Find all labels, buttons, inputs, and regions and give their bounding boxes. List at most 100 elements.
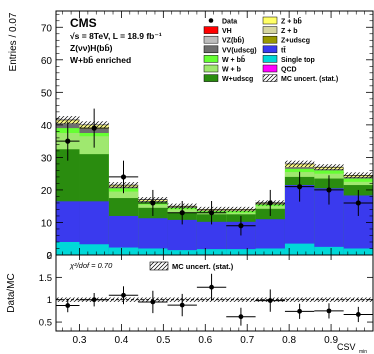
y-tick-label: 60 xyxy=(41,56,53,67)
x-tick-label: 0.6 xyxy=(198,335,212,346)
legend-label: Z + bb̄ xyxy=(281,17,302,26)
data-point xyxy=(208,210,215,216)
data-point xyxy=(120,174,127,180)
data-point xyxy=(91,125,97,131)
legend-data-marker xyxy=(208,18,214,23)
stack-single-top-bar xyxy=(284,243,315,255)
main-y-axis-title: Entries / 0.07 xyxy=(8,12,19,71)
legend-label: Z+udscg xyxy=(281,38,310,45)
x-tick-label: 0.9 xyxy=(324,335,338,346)
legend-swatch xyxy=(262,64,278,73)
ratio-y-axis-title: Data/MC xyxy=(6,273,17,312)
ratio-band-bin xyxy=(284,297,315,302)
ratio-y-tick-label: 0.5 xyxy=(39,318,52,329)
ratio-point xyxy=(297,308,303,314)
ratio-point xyxy=(326,308,332,314)
ratio-plot-frame xyxy=(55,254,374,332)
data-point xyxy=(65,138,71,144)
legend-swatch xyxy=(203,74,219,82)
legend-swatch xyxy=(203,55,219,63)
legend-swatch xyxy=(262,55,278,63)
y-tick-label: 70 xyxy=(41,23,53,34)
legend-label: Single top xyxy=(281,57,315,64)
stack-single-top-bar xyxy=(226,249,256,255)
ratio-x-axis: 0.3 0.4 0.5 0.6 0.7 0.8 0.9 xyxy=(62,255,365,346)
stack-single-top-bar xyxy=(79,244,109,255)
ratio-y-tick-label: 2 xyxy=(47,251,52,262)
x-axis-title: CSV xyxy=(337,342,356,352)
x-tick-label: 0.8 xyxy=(282,335,296,346)
data-points xyxy=(56,108,373,236)
ratio-points xyxy=(56,273,373,326)
legend-swatch xyxy=(262,26,278,34)
mc-uncert-bin xyxy=(56,116,80,124)
stacked-histogram xyxy=(56,119,373,255)
ratio-point xyxy=(355,312,361,317)
legend-swatch xyxy=(262,16,278,25)
x-tick-label: 0.7 xyxy=(240,335,254,346)
ratio-y-tick-label: 1 xyxy=(47,295,52,306)
y-tick-label: 30 xyxy=(41,153,53,164)
ratio-point xyxy=(238,314,244,320)
x-tick-label: 0.5 xyxy=(156,335,170,346)
main-x-ticks xyxy=(62,11,365,255)
ratio-band-bin xyxy=(226,297,256,302)
legend-label: MC uncert. (stat.) xyxy=(281,76,338,83)
stack-single-top-bar xyxy=(255,248,285,255)
channel-label: Z(νν)H(bb̄) xyxy=(70,43,113,53)
ratio-y-axis: 0.5 1 1.5 2 xyxy=(39,251,373,329)
ratio-y-tick-label: 1.5 xyxy=(39,273,52,284)
stack-single-top-bar xyxy=(108,247,139,255)
ratio-point xyxy=(65,303,71,308)
chi2-label: χ²/dof = 0.70 xyxy=(69,261,113,270)
x-tick-label: 0.3 xyxy=(73,335,87,346)
legend-hatch-swatch xyxy=(262,74,278,82)
mc-uncert-bin xyxy=(314,164,344,171)
data-point xyxy=(238,223,244,229)
legend-label: VZ(bb̄) xyxy=(222,36,244,45)
stack-single-top-bar xyxy=(343,248,373,255)
stack-single-top-bar xyxy=(56,241,80,255)
legend-swatch xyxy=(262,45,278,54)
ratio-uncert-legend-box xyxy=(149,261,169,271)
y-tick-label: 10 xyxy=(41,218,53,229)
legend-swatch xyxy=(203,64,219,73)
y-tick-label: 50 xyxy=(41,88,53,99)
legend-label: W+udscg xyxy=(222,76,253,83)
legend-label: VH xyxy=(222,28,232,35)
legend-swatch xyxy=(262,35,278,44)
legend-label: VV(udscg) xyxy=(222,47,257,54)
x-tick-label: 0.4 xyxy=(114,335,128,346)
y-tick-label: 40 xyxy=(41,121,53,132)
legend-label: Data xyxy=(222,19,237,26)
stack-single-top-bar xyxy=(314,246,344,255)
legend-swatch xyxy=(203,45,219,54)
cms-label: CMS xyxy=(70,16,97,30)
legend-label: QCD xyxy=(281,67,297,74)
region-label: W+bb̄ enriched xyxy=(70,55,131,65)
legend-label: tt̄ xyxy=(281,46,286,55)
stack-single-top-bar xyxy=(167,250,197,255)
ratio-point xyxy=(267,298,273,303)
legend-label: W + b xyxy=(222,67,241,74)
legend-swatch xyxy=(203,35,219,44)
energy-lumi-label: √s = 8TeV, L = 18.9 fb⁻¹ xyxy=(70,31,162,41)
stack-single-top-bar xyxy=(196,249,227,255)
legend-swatch xyxy=(203,26,219,34)
ratio-point xyxy=(179,302,185,308)
ratio-point xyxy=(121,292,126,298)
y-tick-label: 20 xyxy=(41,186,53,197)
x-axis-title-subscript: min xyxy=(359,349,367,354)
mc-uncert-bin xyxy=(284,160,315,168)
ratio-uncert-legend-label: MC uncert. (stat.) xyxy=(172,262,234,271)
y-tick-label: 0 xyxy=(46,251,52,262)
data-point xyxy=(355,200,361,206)
stack-single-top-bar xyxy=(138,248,168,255)
legend-label: Z + b xyxy=(281,28,298,35)
data-point xyxy=(150,200,156,206)
mc-uncert-bin xyxy=(343,172,373,179)
data-point xyxy=(297,184,303,190)
data-point xyxy=(179,210,185,216)
